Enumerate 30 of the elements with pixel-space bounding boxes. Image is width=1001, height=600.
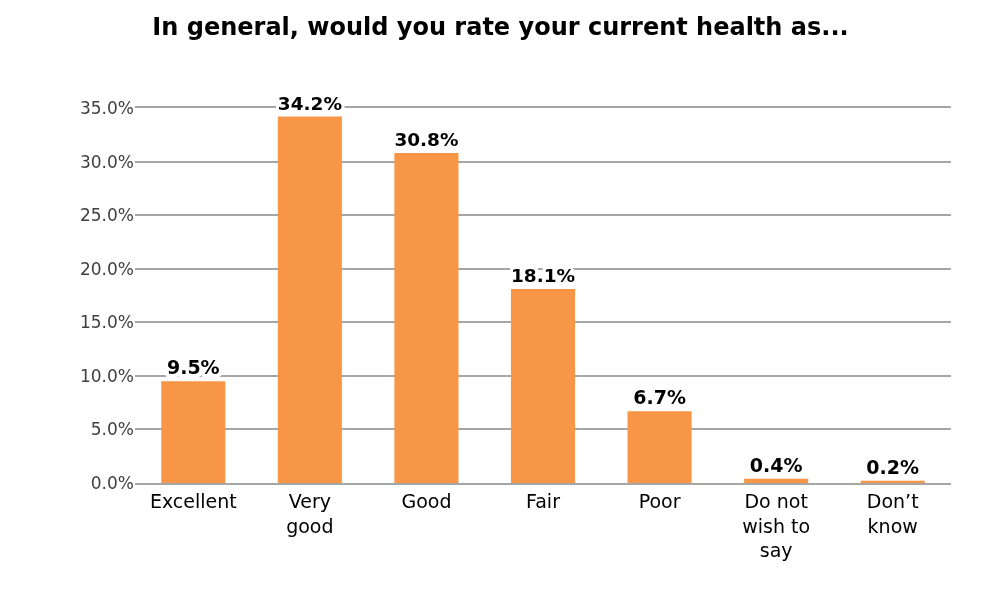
x-tick-label: Fair [526,489,561,512]
bar [161,381,226,483]
data-label: 30.8% [394,129,459,151]
y-tick-label: 30.0% [79,151,134,172]
y-tick-label: 5.0% [90,419,134,440]
data-label: 0.4% [749,453,803,476]
x-tick-label: Good [401,489,452,512]
bar [627,411,692,483]
y-tick-label: 35.0% [79,97,134,118]
x-tick-label: Poor [638,489,681,512]
x-tick-label: Do not wish to say [742,489,811,562]
x-tick-label: Very good [286,489,334,537]
y-tick-label: 15.0% [79,312,134,333]
chart-title: In general, would you rate your current health as... [152,13,849,42]
x-tick-label: Don’t know [866,489,919,537]
bar [277,116,342,483]
data-label: 34.2% [277,92,342,114]
y-tick-label: 25.0% [79,205,134,226]
y-tick-label: 0.0% [90,472,134,493]
data-label: 18.1% [510,265,576,287]
bar [744,478,809,483]
y-tick-label: 10.0% [79,365,134,386]
x-tick-label: Excellent [149,489,237,512]
y-tick-label: 20.0% [79,258,134,279]
data-label: 0.2% [866,455,920,478]
data-label: 9.5% [166,356,220,379]
bar [510,289,576,483]
bar [394,153,459,483]
data-label: 6.7% [633,386,686,409]
bar [860,480,925,483]
